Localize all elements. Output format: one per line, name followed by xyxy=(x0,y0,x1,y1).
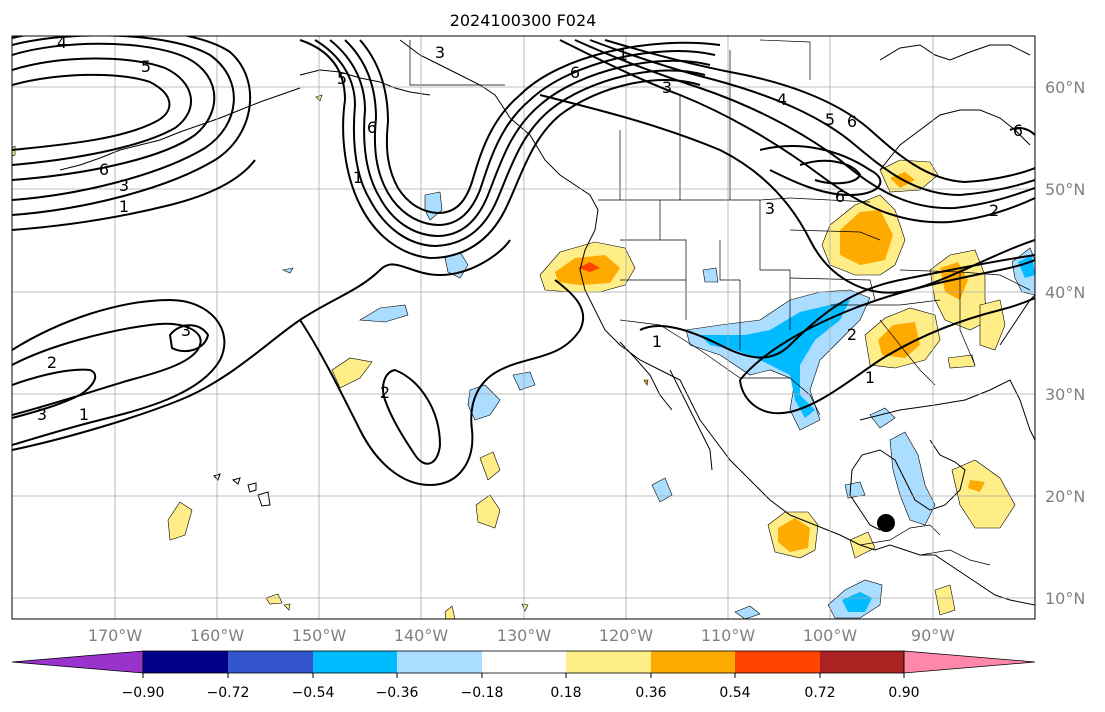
contour-label: 2 xyxy=(380,383,390,402)
contour-label: 2 xyxy=(47,353,57,372)
graticule xyxy=(12,36,1035,619)
map-title: 2024100300 F024 xyxy=(450,11,597,30)
contour-label: 6 xyxy=(835,187,845,206)
colorbar: −0.90 −0.72 −0.54 −0.36 −0.18 0.18 0.36 … xyxy=(11,650,1036,701)
hawaii-islands xyxy=(213,473,271,507)
colorbar-ticks xyxy=(142,673,905,678)
colorbar-segment xyxy=(651,651,735,673)
colorbar-frame xyxy=(142,650,905,674)
contour-label: 1 xyxy=(79,405,89,424)
colorbar-min-extend xyxy=(11,650,144,674)
colorbar-segment xyxy=(566,651,651,673)
contour-label: 2 xyxy=(989,201,999,220)
colorbar-tick-label: −0.72 xyxy=(207,685,250,701)
contour-label: 1 xyxy=(652,332,662,351)
contour-label: 4 xyxy=(777,90,787,109)
storm-center-marker xyxy=(877,514,895,532)
lon-label: 110°W xyxy=(701,626,756,645)
colorbar-tick-label: 0.18 xyxy=(550,685,581,701)
contour-label: 6 xyxy=(367,118,377,137)
colorbar-segment xyxy=(143,651,228,673)
contour-label-group: 4 5 6 3 1 3 5 6 1 1 6 3 4 5 6 6 3 2 6 3 … xyxy=(37,33,1023,424)
lat-label: 30°N xyxy=(1045,385,1085,404)
contour-label: 6 xyxy=(99,160,109,179)
contour-label: 6 xyxy=(570,63,580,82)
contour-label: 6 xyxy=(847,112,857,131)
lon-label: 100°W xyxy=(803,626,858,645)
contour-label: 3 xyxy=(662,78,672,97)
colorbar-tick-label: −0.18 xyxy=(461,685,504,701)
colorbar-segment xyxy=(313,651,397,673)
contour-label: 2 xyxy=(847,325,857,344)
lon-label: 170°W xyxy=(88,626,143,645)
contour-label: 5 xyxy=(337,69,347,88)
colorbar-tick-label: −0.36 xyxy=(376,685,419,701)
lat-label: 60°N xyxy=(1045,78,1085,97)
colorbar-segment xyxy=(735,651,820,673)
colorbar-tick-label: 0.54 xyxy=(719,685,750,701)
contour-label: 3 xyxy=(37,405,47,424)
lon-label: 150°W xyxy=(292,626,347,645)
contour-label: 3 xyxy=(435,43,445,62)
map-frame xyxy=(11,35,1036,620)
contour-label: 5 xyxy=(141,57,151,76)
political-borders xyxy=(409,39,1031,566)
contour-label: 3 xyxy=(119,176,129,195)
lon-label: 120°W xyxy=(599,626,654,645)
colorbar-tick-label: 0.72 xyxy=(804,685,835,701)
contour-label: 1 xyxy=(119,197,129,216)
lon-label: 90°W xyxy=(911,626,955,645)
colorbar-max-extend xyxy=(903,650,1036,674)
contour-label: 1 xyxy=(353,168,363,187)
colorbar-tick-label: 0.36 xyxy=(635,685,666,701)
lat-label: 50°N xyxy=(1045,180,1085,199)
lat-label: 10°N xyxy=(1045,589,1085,608)
positive-shading xyxy=(12,94,1016,619)
contour-label: 4 xyxy=(57,33,67,52)
lat-label: 40°N xyxy=(1045,283,1085,302)
contour-label: 6 xyxy=(1013,121,1023,140)
coastlines xyxy=(59,39,1035,606)
contour-label: 3 xyxy=(765,199,775,218)
lon-label: 160°W xyxy=(190,626,245,645)
map-panel: 4 5 6 3 1 3 5 6 1 1 6 3 4 5 6 6 3 2 6 3 … xyxy=(12,33,1035,619)
negative-shading xyxy=(281,191,1035,619)
colorbar-segment xyxy=(482,651,566,673)
lon-label: 140°W xyxy=(394,626,449,645)
colorbar-segment xyxy=(397,651,482,673)
colorbar-segment xyxy=(228,651,313,673)
contour-lines xyxy=(12,36,1035,487)
longitude-labels: 170°W 160°W 150°W 140°W 130°W 120°W 110°… xyxy=(88,626,955,645)
colorbar-tick-label: 0.90 xyxy=(888,685,919,701)
colorbar-tick-label: −0.54 xyxy=(292,685,335,701)
contour-label: 5 xyxy=(825,110,835,129)
lon-label: 130°W xyxy=(497,626,552,645)
colorbar-tick-label: −0.90 xyxy=(122,685,165,701)
contour-label: 1 xyxy=(618,45,628,64)
colorbar-segment xyxy=(820,651,904,673)
contour-label: 3 xyxy=(181,321,191,340)
latitude-labels: 60°N 50°N 40°N 30°N 20°N 10°N xyxy=(1045,78,1085,608)
lat-label: 20°N xyxy=(1045,487,1085,506)
contour-label: 1 xyxy=(865,368,875,387)
